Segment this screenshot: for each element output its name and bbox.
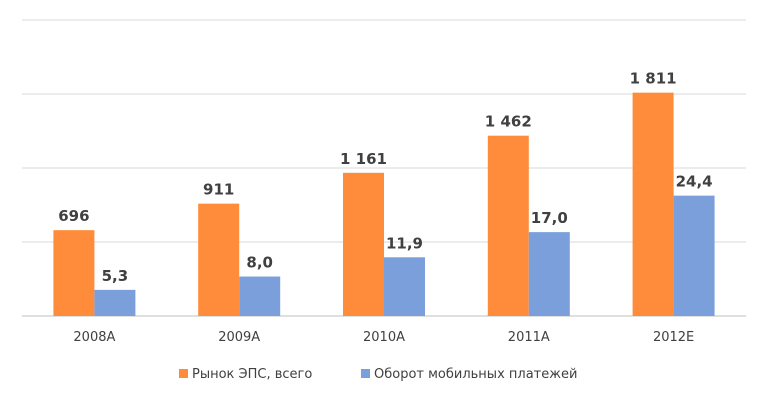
x-tick-label: 2012E [653,330,694,345]
data-label: 696 [58,207,89,225]
x-tick-label: 2008A [73,330,115,345]
data-label: 5,3 [102,267,129,285]
legend-label: Рынок ЭПС, всего [192,367,312,382]
legend-label: Оборот мобильных платежей [374,367,577,382]
bar-mobile-payments-2011A [528,232,570,316]
data-label: 24,4 [676,173,713,191]
x-axis-tick-labels: 2008A 2009A 2010A 2011A 2012E [73,330,694,345]
data-labels: 696 911 1 161 1 462 1 811 5,3 8,0 11,9 17,0 24,4 [58,70,712,285]
data-label: 911 [203,181,234,199]
legend: Рынок ЭПС, всего Оборот мобильных платеже… [179,367,577,382]
bar-mobile-payments-2012E [673,195,715,316]
data-label: 1 462 [485,113,532,131]
data-label: 1 811 [630,70,677,88]
data-label: 17,0 [531,209,568,227]
bar-eps-market-2009A [198,203,240,316]
legend-item-eps-market: Рынок ЭПС, всего [179,367,312,382]
legend-item-mobile-payments: Оборот мобильных платежей [361,367,577,382]
data-label: 8,0 [246,254,273,272]
x-tick-label: 2009A [218,330,260,345]
bar-eps-market-2010A [343,172,384,316]
x-tick-label: 2010A [363,330,405,345]
bar-mobile-payments-2010A [384,257,425,316]
data-label: 1 161 [340,150,387,168]
bar-mobile-payments-2009A [239,276,281,316]
x-tick-label: 2011A [508,330,550,345]
bar-eps-market-2012E [632,92,674,316]
legend-swatch [179,369,188,378]
bar-eps-market-2008A [53,230,95,316]
bar-mobile-payments-2008A [94,289,136,316]
legend-swatch [361,369,370,378]
data-label: 11,9 [386,234,423,252]
bars [53,92,715,316]
bar-eps-market-2011A [487,135,529,316]
